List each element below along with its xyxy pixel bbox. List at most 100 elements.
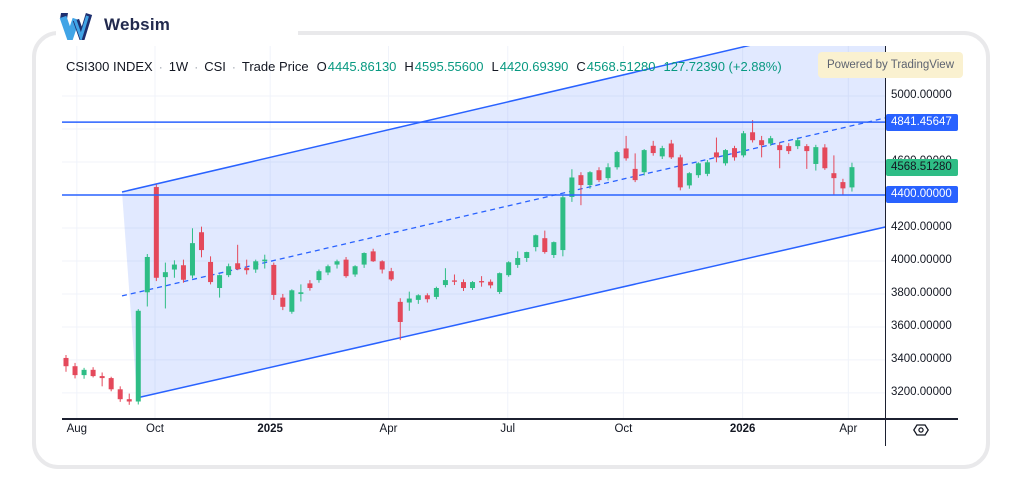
candle-body [289, 290, 295, 312]
candle-body [722, 150, 728, 164]
candle-body [442, 280, 448, 286]
candle-body [90, 369, 96, 377]
chart-canvas[interactable] [62, 46, 885, 418]
candle-body [741, 133, 747, 156]
candle-body [63, 357, 69, 367]
candle-body [316, 271, 322, 281]
candle-body [524, 252, 530, 258]
candle-body [72, 366, 78, 376]
candle-body [813, 147, 819, 164]
settings-icon[interactable] [910, 419, 932, 441]
candle-body [704, 162, 710, 174]
candle-body [424, 295, 430, 300]
price-axis-border[interactable] [885, 46, 886, 446]
ohlc-low: L4420.69390 [491, 59, 569, 74]
parallel-channel[interactable] [121, 46, 885, 399]
candle-body [126, 399, 132, 402]
candle-body [506, 262, 512, 276]
exchange-label: CSI [204, 59, 226, 74]
candle-body [135, 310, 141, 402]
candle-body [325, 266, 331, 273]
candle-body [768, 138, 774, 144]
candle-body [732, 148, 738, 158]
candle-body [822, 147, 828, 169]
tradingview-attribution-badge[interactable]: Powered by TradingView [818, 52, 963, 78]
candle-body [361, 253, 367, 265]
time-tick-label: Jul [500, 423, 516, 435]
candle-body [153, 187, 159, 278]
candle-body [560, 197, 566, 251]
brand-name: Websim [104, 15, 171, 34]
candle-body [388, 271, 394, 280]
candle-body [533, 235, 539, 248]
candles[interactable] [63, 120, 855, 405]
time-axis-border[interactable] [62, 418, 958, 420]
candle-body [804, 146, 810, 152]
candle-body [433, 288, 439, 297]
candle-body [271, 264, 277, 295]
last-price-label: 4568.51280 [886, 158, 958, 176]
candle-body [189, 243, 195, 276]
candle-body [199, 232, 205, 251]
candle-body [831, 173, 837, 179]
candle-body [451, 280, 457, 282]
symbol-name: CSI300 INDEX [66, 59, 153, 74]
candle-body [81, 369, 87, 376]
candle-body [479, 281, 485, 283]
candle-body [551, 242, 557, 256]
time-tick-label: Aug [66, 423, 88, 435]
time-tick-label: 2025 [257, 423, 283, 435]
candle-body [379, 261, 385, 270]
price-tick-label: 3200.00000 [891, 386, 952, 399]
candle-body [343, 259, 349, 277]
ohlc-open: O4445.86130 [316, 59, 397, 74]
candle-body [162, 272, 168, 278]
candle-body [217, 275, 223, 289]
candle-body [253, 261, 259, 270]
candle-body [180, 265, 186, 280]
price-lines[interactable] [62, 121, 885, 196]
candle-body [99, 376, 105, 379]
websim-logo-icon [59, 13, 93, 40]
candle-body [460, 282, 466, 289]
separator: · [231, 59, 236, 74]
candle-body [641, 150, 647, 173]
candle-body [759, 140, 765, 146]
candle-body [406, 298, 412, 303]
price-tick-label: 4000.00000 [891, 254, 952, 267]
candle-body [208, 261, 214, 283]
candle-body [614, 152, 620, 168]
candle-body [397, 301, 403, 322]
candle-body [777, 145, 783, 151]
separator: · [158, 59, 163, 74]
candle-body [623, 148, 629, 159]
candle-body [144, 256, 150, 293]
change-value: 127.72390 (+2.88%) [663, 59, 782, 74]
candle-body [334, 261, 340, 265]
candle-body [244, 267, 250, 271]
candle-body [569, 177, 575, 197]
candle-body [415, 295, 421, 300]
candle-body [578, 175, 584, 186]
websim-header[interactable]: Websim [56, 6, 298, 44]
chart-pane[interactable] [62, 46, 885, 418]
candle-body [108, 378, 114, 390]
price-tick-label: 5000.00000 [891, 89, 952, 102]
interval-label: 1W [168, 59, 189, 74]
price-line-label: 4400.00000 [886, 186, 958, 204]
time-tick-label: Oct [146, 423, 164, 435]
badge-text: Powered by TradingView [827, 59, 954, 71]
candle-body [515, 257, 521, 265]
candle-body [605, 167, 611, 179]
candle-body [795, 140, 801, 147]
candle-body [497, 273, 503, 292]
candle-body [587, 172, 593, 186]
price-tick-label: 3600.00000 [891, 320, 952, 333]
price-tick-label: 4200.00000 [891, 221, 952, 234]
candle-body [307, 283, 313, 289]
chart-legend: CSI300 INDEX · 1W · CSI · Trade Price O4… [66, 59, 782, 74]
candle-body [470, 282, 476, 289]
candle-body [840, 182, 846, 189]
candle-body [117, 389, 123, 400]
